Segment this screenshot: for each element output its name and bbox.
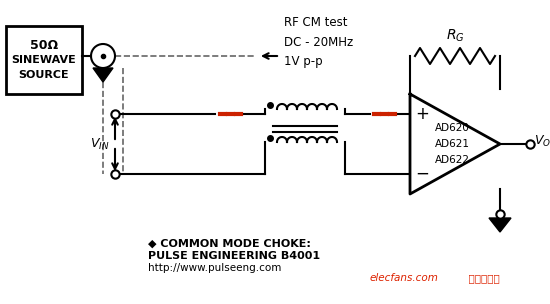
Bar bbox=[6, 26, 82, 94]
Polygon shape bbox=[489, 218, 511, 232]
Text: SINEWAVE: SINEWAVE bbox=[12, 55, 76, 65]
Text: +: + bbox=[415, 105, 429, 123]
Text: 50Ω: 50Ω bbox=[30, 39, 58, 52]
Text: RF CM test
DC - 20MHz
1V p-p: RF CM test DC - 20MHz 1V p-p bbox=[284, 16, 353, 67]
Text: $R_G$: $R_G$ bbox=[446, 28, 464, 44]
Text: AD620
AD621
AD622: AD620 AD621 AD622 bbox=[434, 123, 470, 164]
Text: ◆ COMMON MODE CHOKE:: ◆ COMMON MODE CHOKE: bbox=[148, 239, 311, 249]
Text: $V_{OUT}$: $V_{OUT}$ bbox=[534, 133, 550, 149]
Text: 电子发烧友: 电子发烧友 bbox=[462, 273, 500, 283]
Polygon shape bbox=[410, 94, 500, 194]
Text: $V_{IN}$: $V_{IN}$ bbox=[90, 136, 109, 152]
Text: SOURCE: SOURCE bbox=[19, 70, 69, 80]
Polygon shape bbox=[93, 68, 113, 82]
Text: http://www.pulseeng.com: http://www.pulseeng.com bbox=[148, 263, 282, 273]
Text: elecfans.com: elecfans.com bbox=[370, 273, 439, 283]
Text: PULSE ENGINEERING B4001: PULSE ENGINEERING B4001 bbox=[148, 251, 320, 261]
Text: −: − bbox=[415, 165, 429, 183]
